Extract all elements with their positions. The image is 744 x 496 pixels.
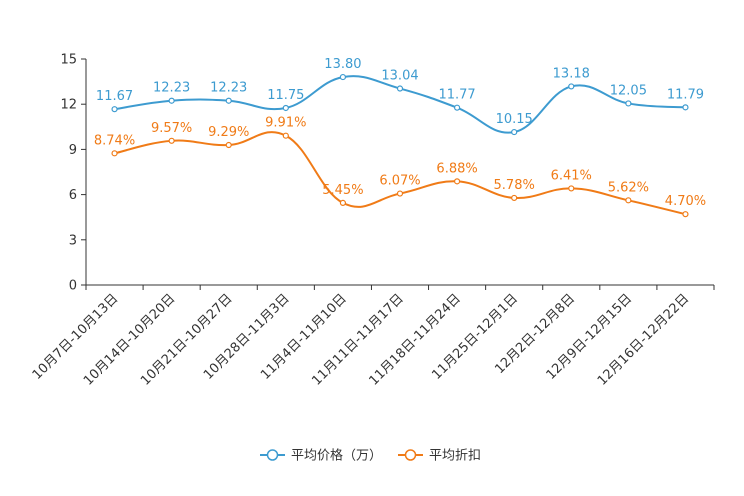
data-point[interactable] bbox=[568, 83, 575, 90]
series-line-0 bbox=[114, 75, 686, 134]
data-point[interactable] bbox=[511, 194, 518, 202]
data-point[interactable] bbox=[111, 106, 118, 113]
y-tick-label: 3 bbox=[69, 233, 77, 248]
data-label: 5.45% bbox=[322, 183, 363, 198]
data-labels-layer: 11.67 12.23 12.23 11.75 13.80 13.04 11.77 10.15… bbox=[94, 57, 706, 209]
data-point[interactable] bbox=[339, 199, 347, 206]
data-point[interactable] bbox=[453, 104, 461, 111]
data-label: 9.91% bbox=[265, 116, 306, 131]
data-label: 11.75 bbox=[267, 88, 304, 103]
data-label: 10.15 bbox=[496, 112, 533, 127]
data-point[interactable] bbox=[396, 85, 404, 92]
legend-marker bbox=[404, 449, 417, 461]
data-label: 13.04 bbox=[381, 69, 418, 84]
data-point[interactable] bbox=[453, 178, 461, 185]
data-label: 5.62% bbox=[608, 180, 649, 195]
data-point[interactable] bbox=[625, 100, 632, 107]
data-point[interactable] bbox=[111, 150, 118, 157]
data-label: 11.79 bbox=[667, 87, 704, 102]
data-label: 6.41% bbox=[551, 168, 592, 183]
series-layer bbox=[111, 73, 689, 218]
y-tick-label: 9 bbox=[69, 143, 77, 158]
series-line-1 bbox=[114, 131, 686, 216]
y-tick-label: 0 bbox=[69, 279, 77, 294]
data-point[interactable] bbox=[168, 137, 175, 144]
data-label: 6.07% bbox=[379, 174, 420, 189]
data-label: 13.18 bbox=[553, 66, 590, 81]
data-label: 8.74% bbox=[94, 133, 135, 148]
data-point[interactable] bbox=[511, 128, 518, 136]
legend-label: 平均折扣 bbox=[429, 449, 481, 464]
legend-marker bbox=[266, 449, 279, 461]
data-point[interactable] bbox=[339, 73, 347, 81]
data-point[interactable] bbox=[682, 211, 689, 218]
data-label: 6.88% bbox=[436, 161, 477, 176]
data-label: 5.78% bbox=[494, 178, 535, 193]
data-point[interactable] bbox=[625, 197, 632, 204]
data-point[interactable] bbox=[282, 104, 289, 112]
data-label: 11.67 bbox=[96, 89, 133, 104]
data-label: 9.57% bbox=[151, 121, 192, 136]
data-point[interactable] bbox=[225, 141, 232, 149]
legend[interactable]: 平均价格（万） 平均折扣 bbox=[260, 448, 481, 464]
legend-item-0[interactable]: 平均价格（万） bbox=[260, 448, 382, 464]
y-tick-label: 15 bbox=[60, 53, 77, 68]
legend-item-1[interactable]: 平均折扣 bbox=[398, 449, 481, 464]
data-point[interactable] bbox=[282, 132, 289, 139]
data-label: 12.23 bbox=[153, 81, 190, 96]
legend-label: 平均价格（万） bbox=[291, 448, 382, 464]
data-label: 4.70% bbox=[665, 194, 706, 209]
data-point[interactable] bbox=[225, 97, 232, 104]
data-label: 13.80 bbox=[324, 57, 361, 72]
data-point[interactable] bbox=[568, 185, 575, 192]
data-point[interactable] bbox=[396, 190, 404, 197]
data-label: 9.29% bbox=[208, 125, 249, 140]
data-label: 11.77 bbox=[438, 88, 475, 103]
data-label: 12.05 bbox=[610, 83, 647, 98]
y-tick-label: 12 bbox=[60, 98, 77, 113]
data-label: 12.23 bbox=[210, 81, 247, 96]
data-point[interactable] bbox=[682, 104, 689, 111]
data-point[interactable] bbox=[168, 97, 175, 104]
y-tick-label: 6 bbox=[69, 188, 77, 203]
